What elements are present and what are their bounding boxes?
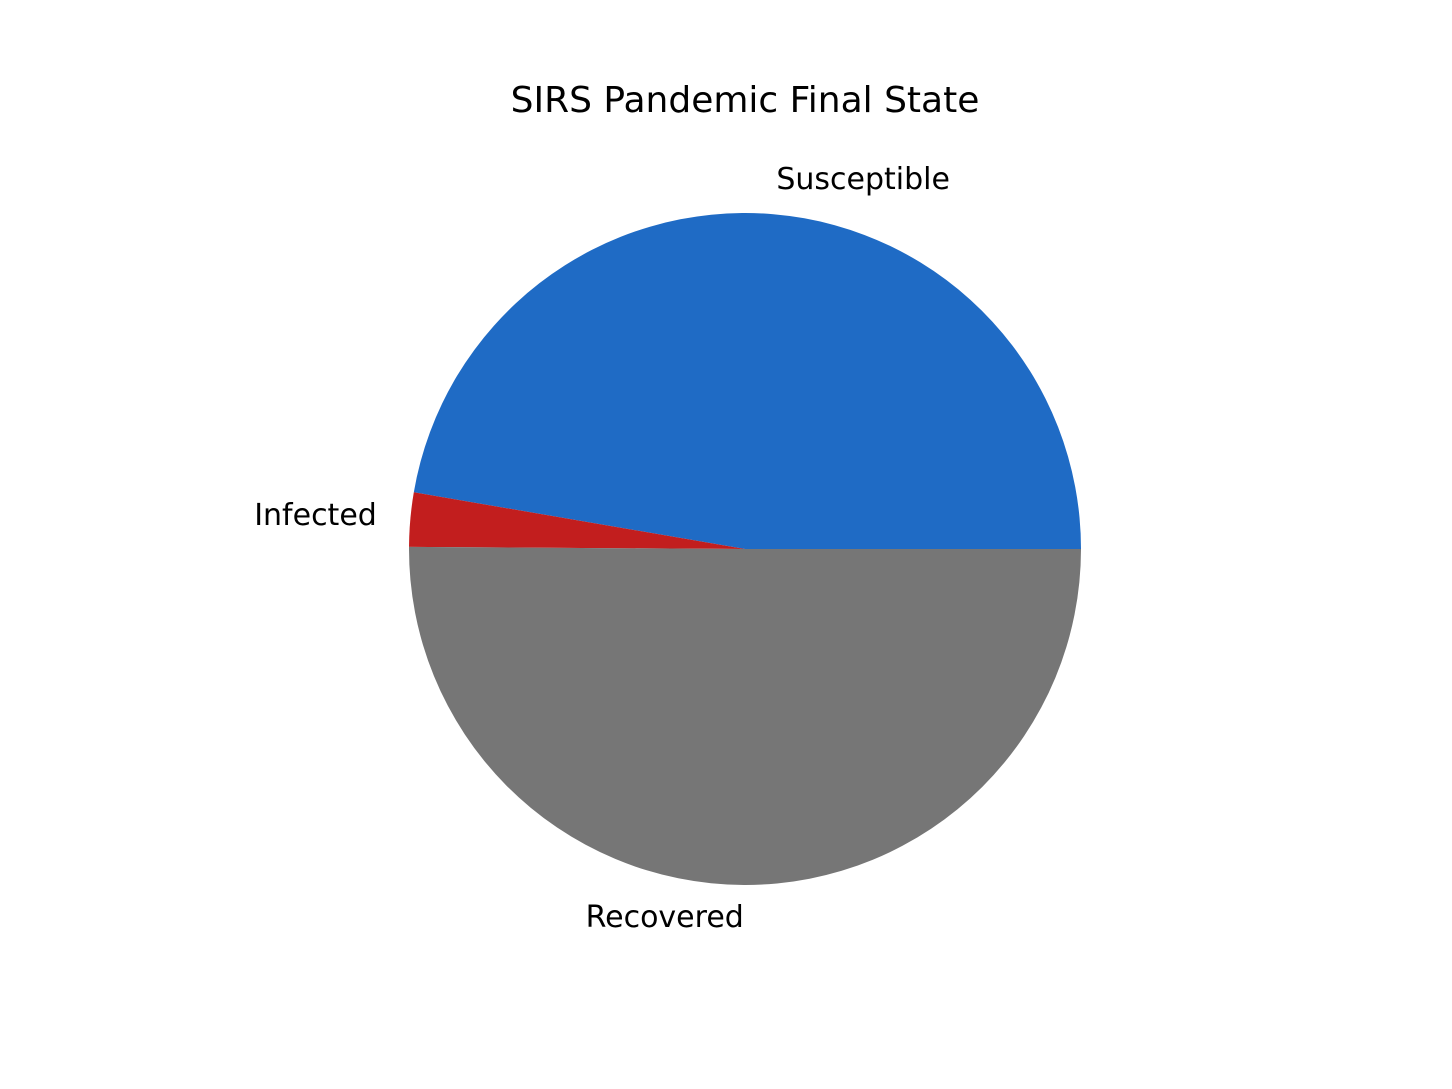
chart-title: SIRS Pandemic Final State [511, 80, 980, 121]
pie-slice-susceptible [413, 212, 1081, 549]
slice-label-recovered: Recovered [586, 900, 744, 935]
slice-label-susceptible: Susceptible [776, 162, 950, 197]
slice-label-infected: Infected [254, 498, 377, 533]
pie-slice-infected [409, 492, 745, 549]
pie-slice-recovered [409, 546, 1081, 885]
pie-slices [409, 212, 1081, 885]
pie-labels: Susceptible Infected Recovered [254, 162, 950, 935]
